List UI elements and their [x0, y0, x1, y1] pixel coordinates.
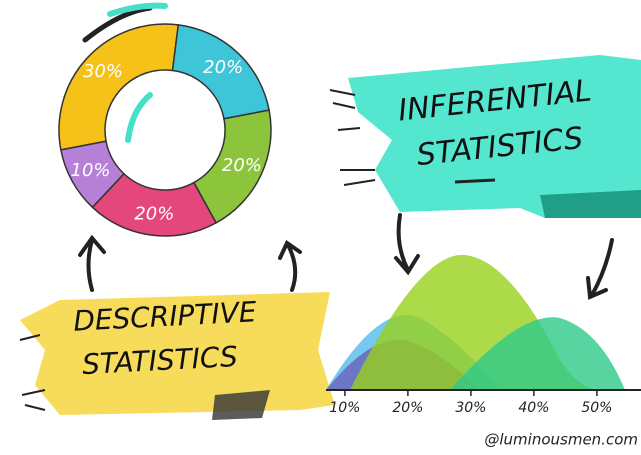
- donut-segment: [59, 24, 178, 150]
- arrow: [80, 238, 104, 290]
- page: {"chart_data": [ {"type": "pie", "values…: [0, 0, 641, 455]
- underline: [455, 180, 495, 182]
- arrow: [280, 243, 300, 290]
- x-tick-label: 40%: [518, 400, 549, 416]
- x-tick-label: 30%: [455, 400, 486, 416]
- arrow: [588, 240, 612, 297]
- x-tick-label: 10%: [329, 400, 360, 416]
- segment-label: 20%: [222, 155, 262, 176]
- banner-fold: [212, 390, 270, 420]
- arrow: [396, 215, 418, 272]
- illustration: 30%20%20%20%10% 10%20%30%40%50% INFERENT…: [0, 0, 641, 455]
- x-tick-label: 20%: [392, 400, 423, 416]
- x-tick-label: 50%: [581, 400, 612, 416]
- segment-label: 10%: [71, 160, 111, 181]
- sketch-stroke: [128, 95, 150, 140]
- donut-chart: 30% 20% 20% 20% 10%: [59, 24, 271, 236]
- segment-label: 20%: [203, 57, 243, 78]
- segment-label: 20%: [134, 203, 174, 224]
- distribution-axis: 10% 20% 30% 40% 50%: [329, 390, 612, 416]
- segment-label: 30%: [83, 61, 123, 82]
- credit: @luminousmen.com: [484, 431, 638, 449]
